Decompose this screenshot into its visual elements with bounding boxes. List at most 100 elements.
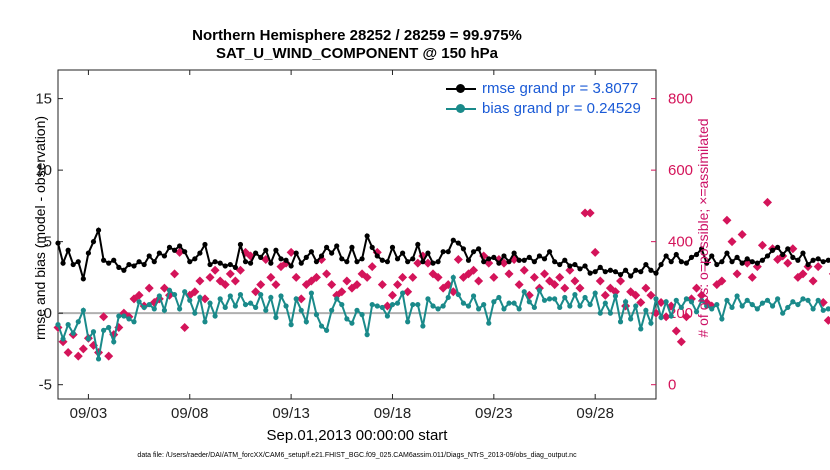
rmse-point — [354, 259, 360, 265]
rmse-point — [597, 264, 603, 270]
bias-point — [805, 297, 811, 303]
nobs-marker — [656, 297, 666, 307]
bias-point — [207, 300, 213, 306]
y-tick-label: 0 — [44, 305, 52, 322]
rmse-point — [384, 259, 391, 265]
rmse-point — [334, 243, 340, 249]
bias-point — [663, 299, 669, 305]
nobs-marker — [286, 247, 296, 257]
bias-point — [714, 301, 720, 308]
legend-item-bias: bias grand pr = 0.24529 — [440, 100, 648, 118]
nobs-marker — [717, 276, 727, 286]
rmse-point — [572, 261, 578, 268]
rmse-point — [177, 243, 183, 249]
rmse-point — [521, 257, 527, 263]
nobs-marker — [170, 269, 180, 279]
rmse-point — [775, 244, 781, 250]
bias-point — [288, 322, 294, 328]
bias-point — [476, 306, 482, 312]
rmse-point — [141, 261, 147, 268]
nobs-marker — [580, 208, 590, 218]
nobs-marker — [73, 351, 83, 361]
nobs-marker — [327, 280, 337, 290]
bias-point — [501, 306, 507, 312]
rmse-point — [242, 259, 249, 265]
rmse-point — [400, 250, 406, 256]
rmse-point — [156, 250, 162, 256]
bias-point — [232, 303, 238, 309]
bias-point — [622, 299, 629, 305]
bias-point — [688, 299, 695, 305]
bias-point — [258, 291, 264, 298]
nobs-marker — [362, 272, 372, 282]
rmse-point — [217, 260, 223, 266]
nobs-marker — [722, 215, 732, 225]
rmse-point — [815, 256, 821, 262]
nobs-marker — [732, 269, 742, 279]
bias-point — [141, 304, 147, 311]
nobs-marker — [671, 326, 681, 336]
nobs-marker — [697, 290, 707, 300]
rmse-point — [622, 267, 629, 273]
rmse-point — [612, 269, 619, 275]
rmse-point — [207, 261, 213, 268]
nobs-marker — [595, 276, 605, 286]
x-tick-label: 09/08 — [171, 405, 209, 422]
rmse-point — [359, 256, 365, 262]
rmse-point — [531, 259, 537, 265]
rmse-point — [805, 261, 811, 268]
bias-point — [293, 296, 299, 302]
data-file-footer: data file: /Users/raeder/DAI/ATM_forcXX/… — [137, 452, 577, 459]
nobs-marker — [398, 272, 408, 282]
bias-point — [283, 303, 289, 309]
nobs-marker — [727, 237, 737, 247]
rmse-point — [349, 244, 355, 250]
bias-point — [617, 319, 624, 325]
rmse-point — [607, 267, 613, 273]
bias-point — [704, 303, 710, 309]
bias-point — [394, 300, 401, 306]
bias-point — [430, 303, 436, 309]
bias-point — [759, 300, 766, 306]
nobs-marker — [403, 287, 413, 297]
rmse-point — [552, 259, 558, 265]
bias-point — [638, 326, 644, 332]
bias-point — [75, 319, 81, 325]
bias-point — [785, 304, 791, 311]
bias-point — [389, 301, 396, 308]
bias-point — [349, 320, 355, 326]
bias-point — [323, 327, 330, 333]
nobs-marker — [474, 276, 484, 286]
bias-point — [359, 312, 365, 318]
bias-point — [303, 319, 309, 325]
nobs-marker — [575, 283, 585, 293]
rmse-point — [617, 271, 624, 278]
nobs-marker — [180, 322, 190, 332]
bias-point — [121, 313, 127, 319]
bias-point — [334, 296, 340, 302]
nobs-marker — [631, 290, 641, 300]
rmse-point — [541, 256, 548, 262]
nobs-marker — [600, 290, 610, 300]
rmse-point — [546, 249, 553, 255]
rmse-point — [744, 256, 750, 262]
nobs-marker — [514, 280, 524, 290]
bias-point — [678, 304, 684, 311]
bias-point — [612, 293, 619, 299]
nobs-marker — [560, 283, 570, 293]
nobs-marker — [99, 312, 109, 322]
rmse-point — [749, 259, 755, 265]
rmse-point — [501, 253, 507, 259]
rmse-point — [638, 269, 644, 275]
rmse-point — [329, 250, 335, 256]
bias-point — [546, 296, 553, 302]
rmse-point — [683, 260, 690, 266]
nobs-marker — [798, 269, 808, 279]
bias-point — [253, 304, 259, 311]
rmse-point — [111, 257, 117, 263]
bias-point — [455, 291, 461, 298]
nobs-marker — [382, 301, 392, 311]
bias-point — [329, 307, 335, 313]
rmse-point — [759, 257, 766, 263]
bias-point — [531, 304, 537, 311]
